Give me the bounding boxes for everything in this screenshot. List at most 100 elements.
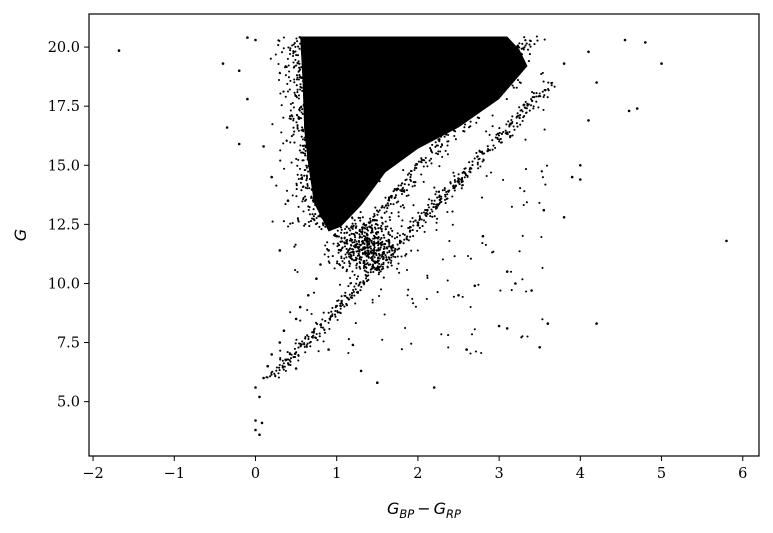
data-point (437, 190, 441, 193)
data-point (336, 229, 339, 232)
data-point (424, 212, 427, 215)
data-point (392, 203, 395, 206)
data-point (292, 52, 295, 55)
data-point (319, 39, 323, 42)
data-point (358, 250, 361, 253)
data-point (271, 220, 274, 223)
data-point (530, 104, 533, 107)
data-point (308, 225, 311, 228)
data-point (307, 144, 310, 147)
data-point (541, 176, 544, 179)
data-point (359, 267, 362, 270)
data-point (466, 103, 469, 106)
data-point (315, 203, 318, 206)
data-point (323, 328, 326, 331)
data-point (350, 296, 353, 299)
data-point (338, 263, 341, 266)
data-point (309, 163, 313, 167)
data-point (519, 52, 523, 55)
y-tick-label: 15.0 (48, 158, 80, 174)
data-point (284, 369, 287, 372)
data-point (432, 203, 435, 206)
data-point (434, 193, 437, 196)
data-point (117, 49, 121, 52)
data-point (301, 80, 305, 83)
data-point (516, 112, 519, 115)
data-point (306, 342, 309, 345)
data-point (363, 245, 366, 249)
data-point (390, 259, 393, 262)
data-point (320, 326, 323, 329)
data-point (398, 271, 401, 274)
data-point (401, 204, 404, 207)
data-point (499, 67, 502, 70)
data-point (319, 213, 322, 216)
data-point (306, 94, 309, 97)
data-point (375, 267, 378, 270)
data-point (289, 102, 293, 106)
data-point (348, 114, 351, 117)
data-point (410, 342, 413, 345)
data-point (471, 95, 474, 98)
data-point (483, 53, 486, 57)
data-point (449, 126, 452, 129)
data-point (503, 65, 506, 68)
data-point (378, 257, 381, 260)
data-point (539, 95, 542, 98)
data-point (387, 238, 390, 241)
data-point (452, 295, 455, 298)
data-point (521, 335, 524, 338)
data-point (510, 205, 513, 208)
data-point (373, 256, 376, 259)
data-point (369, 245, 372, 248)
data-point (320, 200, 323, 204)
data-point (466, 113, 469, 116)
data-point (446, 153, 449, 156)
data-point (469, 125, 472, 128)
data-point (318, 196, 321, 199)
data-point (307, 165, 310, 168)
data-point (340, 228, 343, 231)
data-point (498, 140, 501, 143)
data-point (274, 53, 277, 56)
data-point (452, 125, 455, 128)
data-point (377, 256, 380, 259)
data-point (358, 233, 361, 236)
data-point (451, 223, 454, 226)
data-point (498, 73, 501, 76)
data-point (376, 260, 379, 263)
data-point (413, 166, 416, 170)
data-point (406, 235, 409, 238)
data-point (360, 285, 363, 288)
data-point (431, 98, 434, 101)
data-point (295, 182, 298, 185)
data-point (480, 351, 483, 355)
data-point (311, 120, 315, 123)
data-point (477, 167, 480, 170)
data-point (304, 85, 307, 88)
data-point (281, 366, 284, 369)
y-axis-ticks: 5.0 7.5 10.0 12.5 15.0 17.5 20.0 (48, 40, 89, 411)
data-point (498, 53, 501, 56)
data-point (292, 66, 295, 69)
data-point (300, 105, 303, 108)
data-point (458, 183, 461, 186)
data-point (365, 266, 368, 269)
data-point (269, 57, 272, 60)
data-point (302, 210, 305, 213)
data-point (463, 126, 466, 129)
data-point (525, 42, 528, 45)
data-point (440, 134, 443, 137)
data-point (502, 130, 505, 134)
data-point (444, 193, 447, 196)
data-point (413, 168, 416, 172)
data-point (403, 238, 406, 241)
data-point (404, 254, 407, 257)
data-point (480, 96, 483, 99)
data-point (358, 190, 362, 193)
data-point (542, 108, 545, 111)
data-point (447, 133, 450, 137)
data-point (466, 254, 470, 258)
data-point (355, 225, 358, 228)
data-point (427, 206, 431, 209)
